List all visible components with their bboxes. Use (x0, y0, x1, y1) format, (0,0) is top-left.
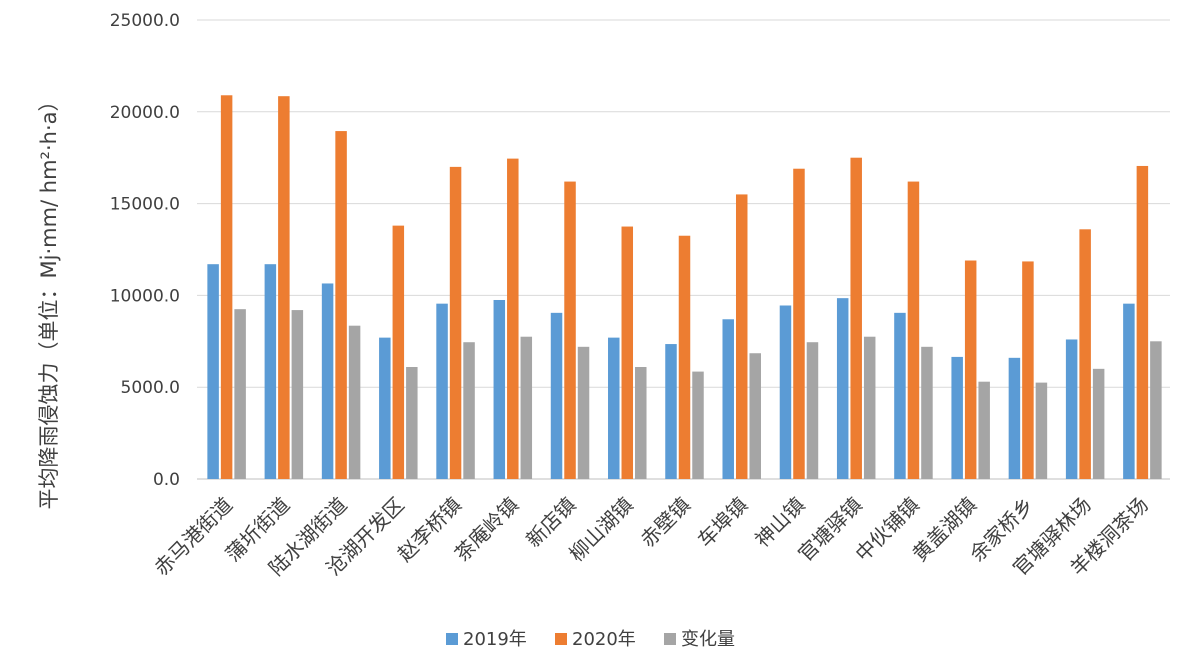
bar-change (291, 310, 304, 479)
bar-2020 (507, 158, 519, 480)
bar-2019 (722, 319, 734, 479)
bar-2020 (1022, 261, 1034, 479)
x-category-label: 赤壁镇 (636, 493, 695, 552)
bars (207, 95, 1162, 480)
bar-change (806, 342, 819, 479)
legend-label: 2020年 (572, 629, 636, 650)
bar-2019 (665, 344, 677, 479)
y-tick-label: 10000.0 (110, 286, 180, 306)
bar-2020 (850, 157, 862, 479)
legend-swatch (555, 633, 567, 645)
bar-2019 (951, 356, 963, 479)
x-axis-categories: 赤马港街道蒲圻街道陆水湖街道沧湖开发区赵李桥镇茶庵岭镇新店镇柳山湖镇赤壁镇车埠镇… (149, 493, 1152, 581)
legend-swatch (664, 633, 676, 645)
bar-2020 (449, 166, 462, 479)
bar-2020 (392, 225, 405, 479)
x-category-label: 车埠镇 (693, 493, 752, 552)
bar-change (635, 367, 647, 479)
x-category-label: 赤马港街道 (149, 493, 237, 581)
legend: 2019年 2020年 变化量 (446, 629, 735, 650)
bar-change (234, 309, 246, 479)
legend-label: 变化量 (681, 629, 735, 650)
bar-2019 (1008, 357, 1021, 479)
bar-change (692, 371, 704, 479)
bar-2019 (207, 264, 219, 479)
bar-2020 (564, 181, 576, 479)
bar-2020 (1136, 165, 1149, 479)
bar-2019 (608, 337, 620, 479)
bar-2019 (1065, 339, 1078, 479)
bar-change (520, 336, 533, 479)
bar-2020 (964, 260, 977, 479)
bar-2019 (1123, 303, 1135, 479)
y-tick-label: 5000.0 (121, 378, 180, 398)
bar-change (1035, 382, 1048, 479)
x-category-label: 茶庵岭镇 (450, 493, 524, 567)
y-tick-label: 15000.0 (110, 195, 180, 215)
y-tick-label: 20000.0 (110, 103, 180, 123)
bar-2020 (735, 194, 748, 480)
bar-2019 (493, 299, 506, 479)
bar-change (978, 381, 990, 479)
bar-2020 (278, 96, 290, 479)
bar-2019 (436, 303, 448, 479)
bar-change (348, 325, 361, 479)
bar-2019 (379, 337, 391, 479)
bar-change (1092, 368, 1105, 479)
bar-2019 (836, 298, 849, 479)
legend-swatch (446, 633, 458, 645)
bar-2020 (678, 235, 691, 479)
y-axis-title: 平均降雨侵蚀力（单位：Mj·mm/ hm²·h·a） (37, 90, 61, 509)
bar-change (1150, 341, 1162, 479)
bar-2019 (264, 264, 277, 479)
bar-2019 (894, 312, 906, 479)
bar-2019 (550, 312, 563, 479)
bar-2020 (907, 181, 920, 479)
y-axis-ticks: 0.0 5000.0 10000.0 15000.0 20000.0 25000.0 (110, 11, 180, 490)
bar-change (463, 342, 475, 479)
bar-2019 (321, 283, 334, 479)
bar-change (577, 346, 590, 479)
y-tick-label: 0.0 (153, 470, 180, 490)
bar-2020 (220, 95, 233, 479)
legend-label: 2019年 (463, 629, 527, 650)
bar-2020 (793, 168, 805, 479)
x-category-label: 柳山湖镇 (564, 493, 638, 567)
bar-2020 (335, 131, 347, 479)
bar-change (406, 367, 418, 479)
bar-2019 (779, 305, 792, 479)
y-tick-label: 25000.0 (110, 11, 180, 31)
bar-change (921, 346, 933, 479)
bar-2020 (1079, 229, 1091, 479)
bar-change (863, 336, 876, 479)
bar-change (749, 353, 761, 479)
bar-2020 (621, 226, 634, 479)
